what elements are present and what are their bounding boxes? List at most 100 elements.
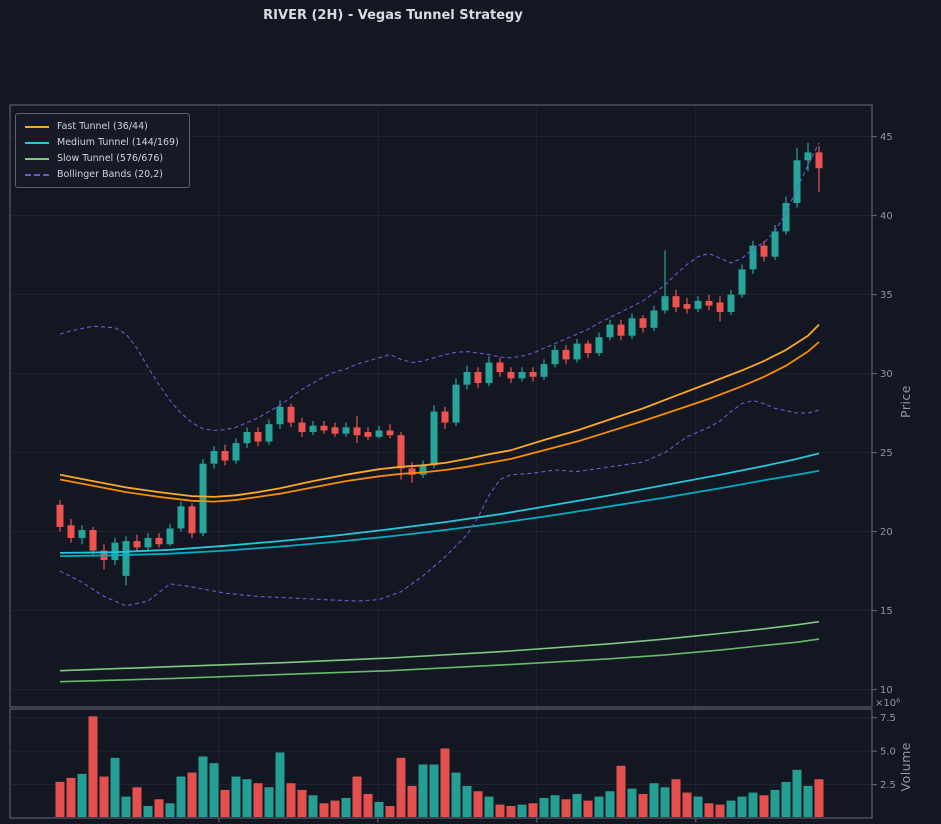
volume-bar	[803, 785, 813, 817]
price-tick-label: 20	[880, 527, 893, 538]
price-tick-label: 10	[880, 685, 893, 696]
volume-bar	[396, 757, 406, 817]
volume-bar	[715, 804, 725, 817]
grid-group	[11, 106, 871, 817]
volume-bar	[561, 799, 571, 817]
legend-label-medium-tunnel: Medium Tunnel (144/169)	[57, 137, 179, 148]
legend-item-slow-tunnel: Slow Tunnel (576/676)	[25, 153, 179, 164]
volume-bar	[286, 783, 296, 817]
volume-bar	[88, 716, 98, 817]
candle-up	[78, 530, 86, 538]
volume-bar	[352, 776, 362, 817]
line-medium-tunnel-ema144	[59, 452, 820, 554]
candle-down	[397, 435, 405, 469]
volume-bar	[649, 783, 659, 817]
volume-tick-label: 7.5	[880, 713, 896, 724]
volume-bar	[792, 769, 802, 817]
price-tick-label: 35	[880, 290, 893, 301]
candle-up	[694, 300, 702, 309]
candle-up	[573, 343, 581, 360]
volume-bar	[55, 781, 65, 817]
volume-bar	[132, 787, 142, 817]
candle-down	[89, 530, 97, 551]
candle-up	[122, 541, 130, 576]
candle-up	[595, 337, 603, 354]
volume-bar	[539, 797, 549, 817]
candle-down	[672, 296, 680, 308]
candle-up	[210, 451, 218, 464]
line-medium-tunnel-ema169	[59, 469, 820, 557]
legend-label-bollinger-bands: Bollinger Bands (20,2)	[57, 169, 163, 180]
candle-up	[232, 443, 240, 461]
volume-bar	[616, 765, 626, 817]
volume-bar	[770, 789, 780, 817]
legend-item-fast-tunnel: Fast Tunnel (36/44)	[25, 121, 179, 132]
volume-bar	[308, 795, 318, 817]
volume-bar	[473, 791, 483, 817]
volume-bar	[363, 793, 373, 817]
volume-bar	[374, 801, 384, 817]
overlay-lines-group	[59, 142, 820, 683]
candle-up	[661, 296, 669, 311]
volume-bar	[638, 793, 648, 817]
volume-bar	[572, 793, 582, 817]
volume-bar	[704, 803, 714, 817]
volume-bar	[253, 783, 263, 817]
line-slow-tunnel-ema576	[59, 620, 820, 672]
volume-bar	[154, 799, 164, 817]
volume-bar	[594, 796, 604, 817]
volume-bar	[528, 803, 538, 817]
volume-bar	[759, 795, 769, 817]
candle-down	[298, 422, 306, 433]
volume-tick-label: 5.0	[880, 747, 896, 758]
candle-down	[67, 525, 75, 538]
candle-down	[760, 245, 768, 257]
volume-bar	[748, 792, 758, 817]
line-slow-tunnel-ema676	[59, 638, 820, 683]
volume-bar	[726, 800, 736, 817]
volume-bar	[550, 795, 560, 817]
candle-down	[133, 541, 141, 548]
candle-down	[155, 537, 163, 545]
candle-down	[507, 372, 515, 379]
price-tick-label: 25	[880, 448, 893, 459]
volume-bar	[440, 748, 450, 817]
candle-up	[727, 294, 735, 312]
axis-ticks-group: 10 15 20 25 30 35 40 45 2.5 5.0 7.5 ×10⁶	[218, 132, 900, 823]
volume-bar	[385, 805, 395, 817]
candle-down	[474, 372, 482, 384]
candle-down	[815, 152, 823, 169]
volume-axis-label: Volume	[898, 742, 913, 792]
volume-scale-offset-text: ×10⁶	[875, 698, 900, 709]
candle-down	[529, 372, 537, 377]
candle-down	[496, 362, 504, 373]
volume-bar	[506, 805, 516, 817]
candle-up	[430, 411, 438, 466]
candle-up	[265, 424, 273, 442]
candle-up	[518, 372, 526, 379]
volume-bar	[231, 776, 241, 817]
candle-up	[793, 160, 801, 203]
legend-label-slow-tunnel: Slow Tunnel (576/676)	[57, 153, 164, 164]
candle-down	[716, 302, 724, 312]
volume-bar	[451, 772, 461, 817]
candle-down	[353, 427, 361, 436]
volume-bar	[198, 756, 208, 817]
candle-up	[551, 349, 559, 365]
candle-down	[386, 430, 394, 436]
candles-group	[56, 142, 823, 586]
panel-borders	[9, 104, 873, 819]
candle-down	[320, 425, 328, 431]
volume-bar	[220, 789, 230, 817]
candle-down	[584, 343, 592, 354]
volume-bar	[814, 779, 824, 817]
candle-up	[177, 506, 185, 529]
volume-bar	[242, 779, 252, 817]
candle-down	[639, 318, 647, 328]
volume-bar	[209, 763, 219, 817]
price-tick-label: 40	[880, 211, 893, 222]
candle-up	[463, 372, 471, 385]
candle-up	[166, 528, 174, 545]
candle-down	[705, 300, 713, 306]
